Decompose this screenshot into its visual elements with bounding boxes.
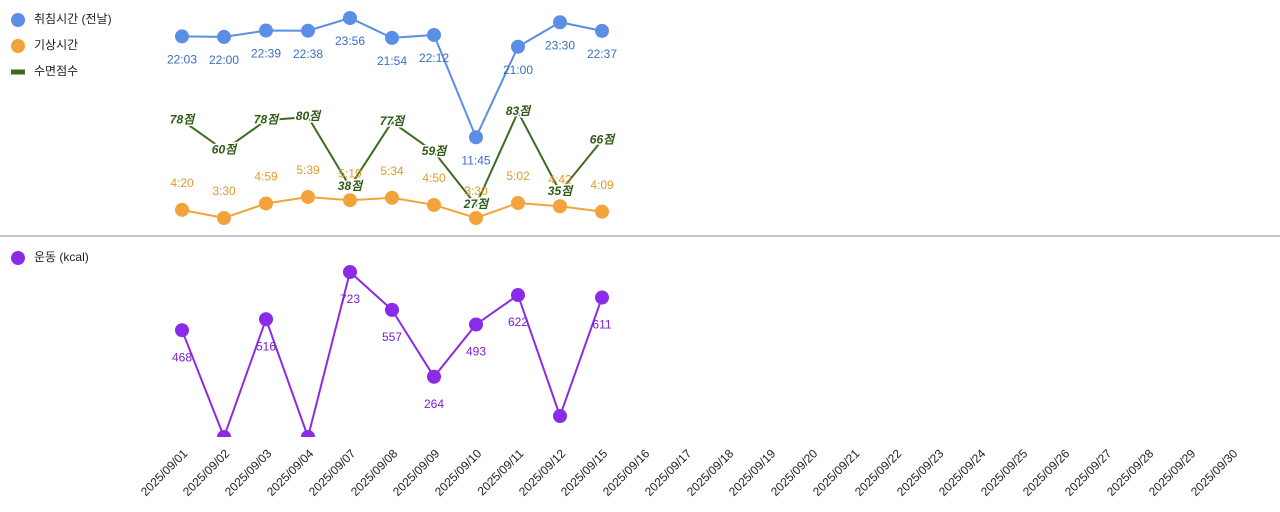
data-label: 23:56 [335,34,365,48]
data-point [343,11,357,25]
data-label: 468 [172,350,192,364]
data-label: 4:42 [548,172,572,186]
data-point [469,211,483,225]
data-label: 4:59 [254,170,278,184]
data-point [217,430,231,437]
data-label: 83점 [506,104,532,118]
data-label: 5:19 [338,166,362,180]
data-label: 264 [424,397,444,411]
legend-marker [11,251,25,265]
data-label: 22:39 [251,47,281,61]
data-label: 21:00 [503,63,533,77]
labels: 취침시간 (전날) 22:03 22:00 22:39 22:38 23:56 21:54 2… [11,12,1241,499]
sleep-panel [175,11,609,225]
data-point [595,290,609,305]
legend-label: 기상시간 [34,38,78,52]
legend-marker [11,13,25,27]
data-label: 5:34 [380,164,404,178]
data-point [469,130,483,145]
data-label: 5:39 [296,163,320,177]
data-label: 3:30 [212,184,236,198]
data-label: 4:20 [170,176,194,190]
data-label: 22:38 [293,47,323,61]
data-label: 77점 [380,114,406,128]
data-label: 22:03 [167,53,197,67]
data-point [175,323,189,338]
data-label: 60점 [212,142,238,156]
data-label: 11:45 [461,153,490,167]
legend-label: 운동 (kcal) [34,250,89,264]
data-point [553,15,567,30]
data-label: 557 [382,330,402,344]
data-point [385,190,399,205]
data-point [175,29,189,44]
data-label: 723 [340,292,360,306]
data-label: 80점 [296,109,322,123]
data-point [427,369,441,384]
data-point [301,430,315,437]
data-point [427,27,441,42]
legend-marker [11,69,25,75]
series-line [181,109,603,207]
data-label: 23:30 [545,38,575,52]
data-label: 4:09 [590,178,614,192]
exercise-panel [175,265,609,437]
data-label: 22:00 [209,53,239,67]
data-label: 35점 [548,184,574,198]
data-point [301,189,315,204]
data-point [553,199,567,214]
data-point [259,196,273,211]
data-label: 493 [466,345,486,359]
data-point [259,312,273,327]
data-point [511,288,525,303]
series-line [181,270,603,437]
data-label: 5:02 [506,169,530,183]
data-point [217,29,231,44]
data-point [469,317,483,332]
data-point [427,197,441,212]
data-label: 38점 [338,179,364,193]
data-label: 3:30 [464,184,488,198]
data-point [259,23,273,38]
legend-label: 취침시간 (전날) [34,12,112,26]
data-point [175,202,189,217]
data-point [301,23,315,38]
data-label: 21:54 [377,54,407,68]
data-label: 78점 [170,112,196,126]
data-point [511,39,525,54]
data-label: 622 [508,315,528,329]
data-point [343,193,357,208]
data-label: 516 [256,339,276,353]
data-point [217,211,231,225]
data-point [385,302,399,317]
data-point [595,23,609,38]
data-label: 27점 [463,197,490,211]
data-label: 611 [592,318,611,332]
data-label: 22:37 [587,47,617,61]
data-label: 59점 [422,144,448,158]
data-point [511,195,525,210]
data-label: 66점 [590,132,616,146]
data-label: 78점 [254,112,280,126]
data-point [385,30,399,45]
data-label: 4:50 [422,171,446,185]
data-point [343,265,357,279]
legend-label: 수면점수 [34,64,78,78]
data-point [553,409,567,424]
data-point [595,204,609,219]
legend-marker [11,39,25,53]
data-label: 22:12 [419,51,449,65]
